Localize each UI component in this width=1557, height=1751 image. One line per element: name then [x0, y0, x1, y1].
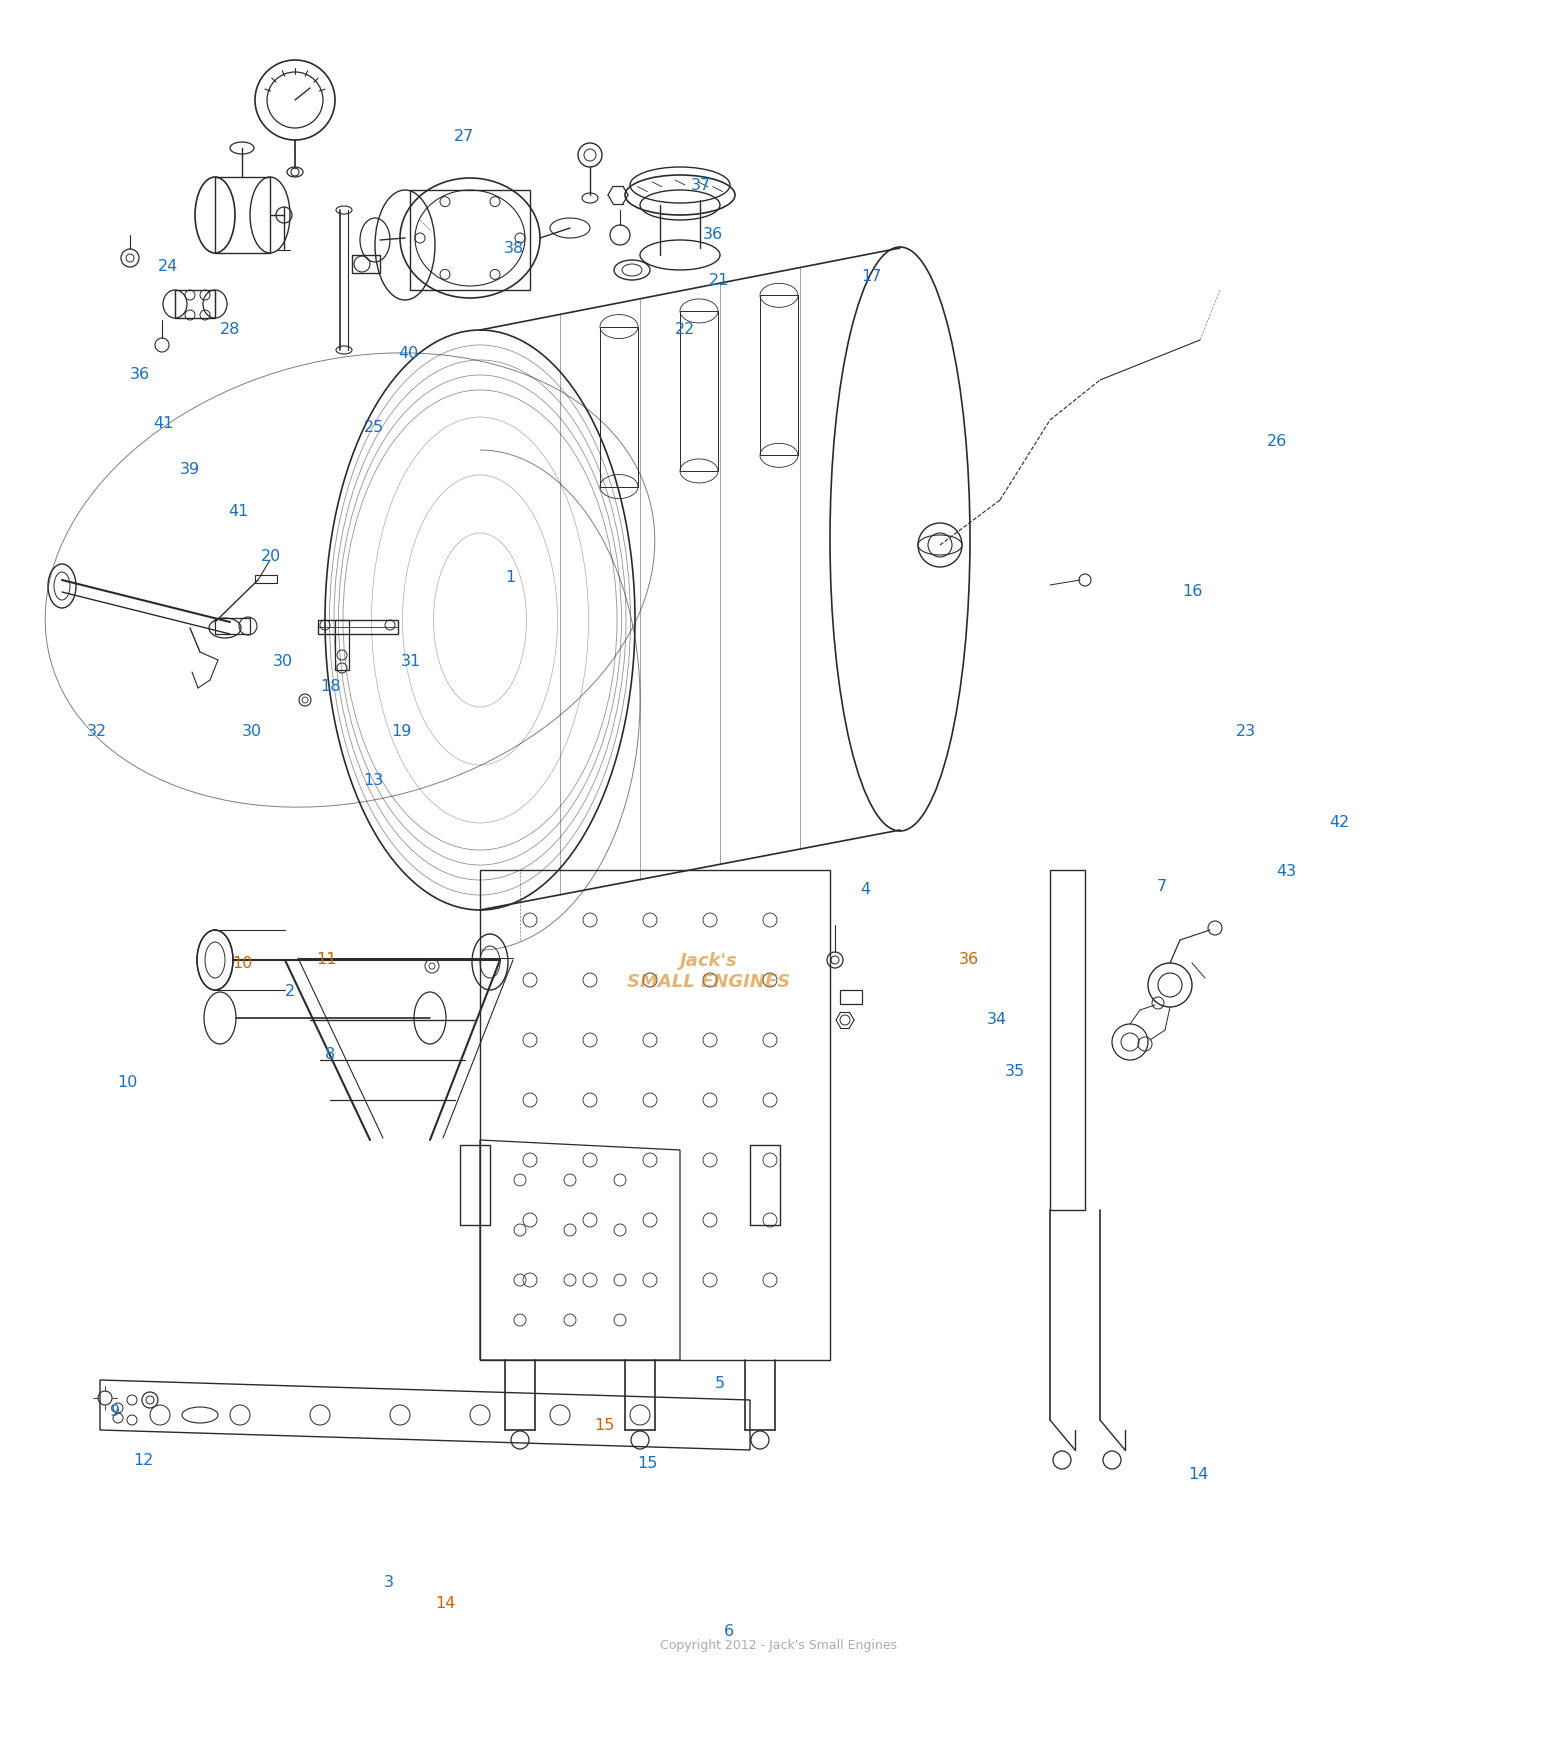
Bar: [215, 618, 251, 634]
Bar: [1049, 870, 1085, 1210]
Text: 22: 22: [674, 322, 696, 336]
Bar: [318, 620, 399, 634]
Text: 19: 19: [391, 725, 413, 739]
Text: 26: 26: [1266, 434, 1288, 448]
Text: 14: 14: [1188, 1467, 1210, 1481]
Text: 18: 18: [319, 679, 341, 693]
Text: 10: 10: [117, 1075, 139, 1089]
Text: 24: 24: [157, 259, 179, 273]
Text: 17: 17: [861, 270, 883, 284]
Text: 20: 20: [260, 550, 282, 564]
Text: 15: 15: [593, 1418, 615, 1432]
Text: 27: 27: [453, 130, 475, 144]
Text: 13: 13: [363, 774, 385, 788]
Text: 3: 3: [385, 1576, 394, 1590]
Text: 35: 35: [1006, 1065, 1025, 1079]
Text: 36: 36: [959, 953, 978, 967]
Text: 8: 8: [325, 1047, 335, 1061]
Text: 14: 14: [434, 1597, 456, 1611]
Text: 21: 21: [708, 273, 730, 287]
Bar: [760, 296, 799, 455]
Text: 41: 41: [153, 417, 174, 431]
Text: 16: 16: [1182, 585, 1204, 599]
Text: 30: 30: [243, 725, 262, 739]
Bar: [839, 989, 863, 1003]
Text: 4: 4: [861, 883, 870, 897]
Bar: [352, 256, 380, 273]
Text: 40: 40: [397, 347, 419, 361]
Text: 11: 11: [316, 953, 338, 967]
Text: 34: 34: [987, 1012, 1006, 1026]
Text: 38: 38: [503, 242, 525, 256]
Bar: [215, 177, 269, 252]
Text: 1: 1: [506, 571, 515, 585]
Bar: [335, 620, 349, 671]
Text: 37: 37: [691, 179, 710, 193]
Bar: [599, 327, 638, 487]
Text: 5: 5: [715, 1376, 724, 1390]
Text: 31: 31: [400, 655, 422, 669]
Text: 7: 7: [1157, 879, 1166, 893]
Text: 43: 43: [1277, 865, 1295, 879]
Text: 36: 36: [704, 228, 722, 242]
Text: Jack's
SMALL ENGINES: Jack's SMALL ENGINES: [627, 953, 789, 991]
Text: 10: 10: [232, 956, 254, 970]
Bar: [255, 574, 277, 583]
Bar: [409, 191, 529, 291]
Text: 39: 39: [181, 462, 199, 476]
Bar: [174, 291, 215, 319]
Text: 28: 28: [220, 322, 241, 336]
Text: Copyright 2012 - Jack's Small Engines: Copyright 2012 - Jack's Small Engines: [660, 1639, 897, 1653]
Text: 36: 36: [131, 368, 149, 382]
Bar: [680, 312, 718, 471]
Text: 9: 9: [111, 1404, 120, 1418]
Text: 30: 30: [274, 655, 293, 669]
Text: 23: 23: [1236, 725, 1255, 739]
Text: 2: 2: [285, 984, 294, 998]
Text: 25: 25: [363, 420, 385, 434]
Text: 6: 6: [724, 1625, 733, 1639]
Text: 41: 41: [227, 504, 249, 518]
Text: 42: 42: [1328, 816, 1350, 830]
Text: 15: 15: [637, 1457, 659, 1471]
Text: 12: 12: [132, 1453, 154, 1467]
Text: 32: 32: [87, 725, 106, 739]
